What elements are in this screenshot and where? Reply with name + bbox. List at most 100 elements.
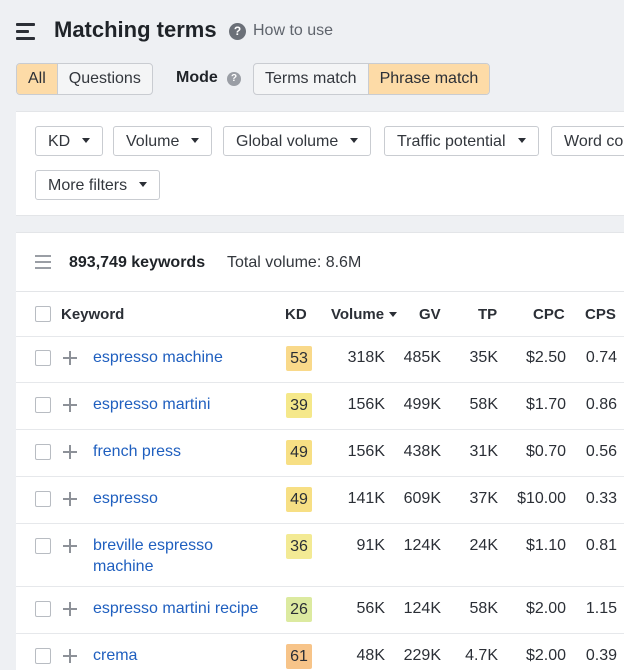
how-to-use-link[interactable]: How to use [253,22,334,39]
keyword-link[interactable]: espresso machine [93,349,223,366]
sort-descending-icon [389,311,398,317]
keyword-column-header[interactable]: Keyword [61,306,125,323]
keyword-link[interactable]: breville espresso machine [93,537,214,575]
gv-value: 609K [403,490,441,507]
help-icon[interactable]: ? [229,23,246,40]
cps-value: 0.81 [585,537,617,554]
kd-filter-label: KD [48,133,71,150]
page-title: Matching terms [54,17,217,42]
cps-value: 0.33 [585,490,617,507]
table-row: espresso machine 53 318K 485K 35K $2.50 0.74 [16,336,624,383]
cps-value: 0.56 [585,443,617,460]
select-all-checkbox[interactable] [35,306,51,322]
tp-value: 58K [469,396,498,413]
filter-bar: KD Volume Global volume Traffic potentia… [16,111,624,216]
terms-match-option[interactable]: Terms match [265,70,357,87]
add-to-list-icon[interactable] [63,398,77,412]
chevron-down-icon [350,138,359,144]
volume-value: 48K [356,647,385,664]
tp-value: 58K [469,600,498,617]
cpc-column-header[interactable]: CPC [533,306,565,323]
kd-badge: 39 [286,393,312,418]
match-mode-toggle: Terms match Phrase match [253,63,491,95]
add-to-list-icon[interactable] [63,351,77,365]
row-checkbox[interactable] [35,491,51,507]
row-checkbox[interactable] [35,538,51,554]
more-filters-label: More filters [48,177,128,194]
chevron-down-icon [139,182,148,188]
volume-column-label: Volume [331,306,385,323]
keyword-link[interactable]: espresso martini recipe [93,600,259,617]
gv-value: 499K [403,396,441,413]
cpc-value: $1.70 [525,396,566,413]
keyword-link[interactable]: espresso martini [93,396,211,413]
cps-value: 0.74 [585,349,617,366]
cpc-value: $2.00 [525,647,566,664]
phrase-match-option[interactable]: Phrase match [367,64,490,94]
traffic-potential-filter-dropdown[interactable]: Traffic potential [384,126,539,156]
add-to-list-icon[interactable] [63,602,77,616]
add-to-list-icon[interactable] [63,539,77,553]
volume-value: 141K [347,490,385,507]
row-checkbox[interactable] [35,601,51,617]
gv-value: 485K [403,349,441,366]
kd-column-header[interactable]: KD [285,306,307,323]
mode-help-icon[interactable]: ? [227,72,241,86]
word-count-filter-label: Word co [564,133,624,150]
cpc-value: $2.00 [525,600,566,617]
traffic-potential-filter-label: Traffic potential [397,133,506,150]
global-volume-filter-label: Global volume [236,133,339,150]
cps-value: 0.86 [585,396,617,413]
results-panel: 893,749 keywords Total volume: 8.6M Keyw… [16,232,624,670]
tab-questions[interactable]: Questions [56,64,152,94]
table-row: espresso 49 141K 609K 37K $10.00 0.33 [16,477,624,524]
volume-value: 91K [356,537,385,554]
tp-value: 24K [469,537,498,554]
volume-value: 156K [347,443,385,460]
menu-icon[interactable] [16,23,35,40]
chevron-down-icon [191,138,200,144]
add-to-list-icon[interactable] [63,649,77,663]
gv-value: 438K [403,443,441,460]
gv-value: 124K [403,600,441,617]
keyword-link[interactable]: espresso [93,490,158,507]
row-checkbox[interactable] [35,397,51,413]
volume-value: 318K [347,349,385,366]
cps-column-header[interactable]: CPS [585,306,616,323]
volume-column-header[interactable]: Volume [331,306,398,323]
row-checkbox[interactable] [35,648,51,664]
column-settings-icon[interactable] [35,255,51,269]
tp-value: 35K [469,349,498,366]
tp-value: 4.7K [465,647,498,664]
keyword-link[interactable]: crema [93,647,138,664]
add-to-list-icon[interactable] [63,492,77,506]
cpc-value: $1.10 [525,537,566,554]
table-row: crema 61 48K 229K 4.7K $2.00 0.39 [16,634,624,670]
add-to-list-icon[interactable] [63,445,77,459]
cpc-value: $0.70 [525,443,566,460]
tab-all[interactable]: All [17,64,57,94]
table-row: french press 49 156K 438K 31K $0.70 0.56 [16,430,624,477]
volume-filter-label: Volume [126,133,180,150]
gv-column-header[interactable]: GV [419,306,441,323]
chevron-down-icon [517,138,526,144]
volume-value: 56K [356,600,385,617]
kd-filter-dropdown[interactable]: KD [35,126,104,156]
word-count-filter-dropdown[interactable]: Word co [551,126,624,156]
cpc-value: $2.50 [525,349,566,366]
more-filters-dropdown[interactable]: More filters [35,170,161,200]
table-row: espresso martini recipe 26 56K 124K 58K $2.00… [16,587,624,634]
chevron-down-icon [82,138,91,144]
table-row: breville espresso machine 36 91K 124K 24K $1.… [16,524,624,587]
keyword-link[interactable]: french press [93,443,182,460]
cps-value: 1.15 [585,600,617,617]
row-checkbox[interactable] [35,350,51,366]
cps-value: 0.39 [585,647,617,664]
row-checkbox[interactable] [35,444,51,460]
tp-column-header[interactable]: TP [478,306,498,323]
volume-filter-dropdown[interactable]: Volume [113,126,213,156]
global-volume-filter-dropdown[interactable]: Global volume [223,126,372,156]
page-header: Matching terms ? How to use All Question… [0,0,624,110]
kd-badge: 36 [286,534,312,559]
mode-label: Mode [176,69,218,86]
